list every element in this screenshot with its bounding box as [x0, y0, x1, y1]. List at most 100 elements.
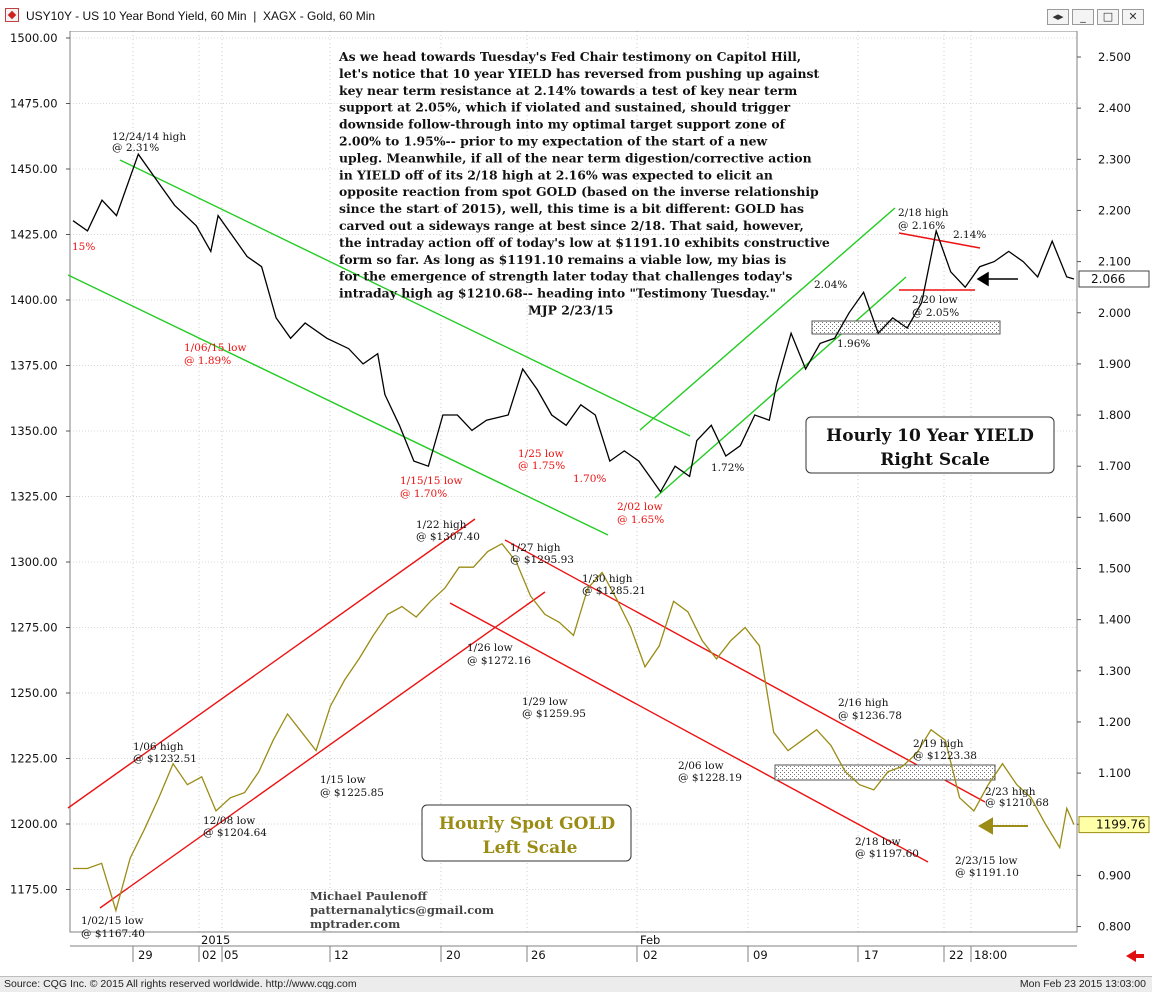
- right-tick-label: 1.500: [1098, 562, 1131, 576]
- right-tick-label: 2.200: [1098, 203, 1131, 217]
- annotation-label: 1/27 high: [510, 542, 561, 554]
- commentary-line: key near term resistance at 2.14% toward…: [339, 83, 797, 98]
- annotation-label: 2/18 low: [855, 836, 901, 848]
- right-tick-label: 1.600: [1098, 510, 1131, 524]
- x-tick-label: 17: [864, 948, 879, 962]
- red-trend-line: [449, 602, 929, 863]
- left-tick-label: 1325.00: [10, 490, 58, 504]
- x-tick-label: 22: [949, 948, 964, 962]
- chart-area[interactable]: 1500.00 1475.00 1450.00 1425.00 1400.00 1375.…: [0, 31, 1152, 976]
- left-tick-label: 1275.00: [10, 621, 58, 635]
- annotation-label: @ $1191.10: [955, 867, 1019, 879]
- minimize-button[interactable]: _: [1072, 9, 1094, 25]
- right-tick-label: 2.500: [1098, 50, 1131, 64]
- left-tick-label: 1475.00: [10, 97, 58, 111]
- left-tick-label: 1250.00: [10, 686, 58, 700]
- annotation-label: 1/30 high: [582, 573, 633, 585]
- scroll-right-arrow-icon[interactable]: [1124, 948, 1146, 964]
- red-trend-line: [67, 518, 476, 809]
- annotation-label: 2/19 high: [913, 738, 964, 750]
- commentary-line: form so far. As long as $1191.10 remains…: [339, 252, 786, 267]
- annotation-label: 15%: [72, 241, 95, 253]
- annotation-label: @ 1.75%: [518, 460, 565, 472]
- scroll-toggle-button[interactable]: ◂▸: [1047, 9, 1069, 25]
- left-tick-label: 1450.00: [10, 162, 58, 176]
- annotation-label: 1/06/15 low: [184, 342, 246, 354]
- commentary-line: since the start of 2015), well, this tim…: [339, 201, 804, 216]
- series-lines: [72, 152, 1075, 913]
- annotation-label: @ $1259.95: [522, 708, 586, 720]
- commentary-line: in YIELD off of its 2/18 high at 2.16% w…: [339, 167, 773, 182]
- right-tick-label: 2.300: [1098, 152, 1131, 166]
- green-trend-line: [639, 207, 896, 431]
- yield-legend-title: Hourly 10 Year YIELD: [826, 426, 1034, 446]
- annotation-label: @ 2.05%: [912, 307, 959, 319]
- left-tick-label: 1200.00: [10, 817, 58, 831]
- annotation-label: @ $1210.68: [985, 797, 1049, 809]
- window-titlebar: USY10Y - US 10 Year Bond Yield, 60 Min |…: [0, 0, 1152, 32]
- right-tick-label: 2.400: [1098, 101, 1131, 115]
- annotation-label: 12/24/14 high: [112, 131, 186, 143]
- annotation-label: 1/02/15 low: [81, 915, 143, 927]
- commentary-line: carved out a sideways range at best sinc…: [339, 218, 804, 233]
- annotation-label: 1/22 high: [416, 519, 467, 531]
- annotation-label: @ 2.31%: [112, 142, 159, 154]
- chart-annotations: 12/24/14 high@ 2.31% 15% 1/06/15 low@ 1.89…: [72, 49, 1055, 940]
- window-title: USY10Y - US 10 Year Bond Yield, 60 Min |…: [26, 9, 376, 23]
- annotation-label: 2/06 low: [678, 760, 724, 772]
- annotation-label: 1/15 low: [320, 774, 366, 786]
- annotation-label: @ 2.16%: [898, 220, 945, 232]
- axes: 1500.00 1475.00 1450.00 1425.00 1400.00 1375.…: [10, 31, 1150, 962]
- left-tick-label: 1425.00: [10, 228, 58, 242]
- window-controls: ◂▸ _ □ ✕: [1047, 9, 1144, 25]
- x-tick-label: 20: [446, 948, 461, 962]
- annotation-label: @ $1197.60: [855, 848, 919, 860]
- x-tick-label: 12: [334, 948, 349, 962]
- author-credit: patternanalytics@gmail.com: [310, 903, 494, 917]
- annotation-label: 2/23 high: [985, 786, 1036, 798]
- annotation-label: 2.14%: [953, 229, 986, 241]
- gold-legend-title: Hourly Spot GOLD: [439, 814, 616, 834]
- maximize-button[interactable]: □: [1097, 9, 1119, 25]
- gold-last-value-box: [1078, 816, 1150, 834]
- close-button[interactable]: ✕: [1122, 9, 1144, 25]
- left-tick-label: 1375.00: [10, 359, 58, 373]
- annotation-label: 1.96%: [837, 338, 870, 350]
- annotation-label: @ $1228.19: [678, 772, 742, 784]
- annotation-label: 1.72%: [711, 462, 744, 474]
- annotation-label: 2.04%: [814, 279, 847, 291]
- commentary-line: downside follow-through into my optimal …: [339, 117, 786, 132]
- trend-channels: [67, 159, 1001, 909]
- yield-last-value-box: [1078, 270, 1150, 288]
- annotation-label: @ 1.65%: [617, 514, 664, 526]
- x-period-label: Feb: [640, 933, 660, 947]
- commentary-line: 2.00% to 1.95%-- prior to my expectation…: [339, 134, 767, 149]
- left-tick-label: 1175.00: [10, 883, 58, 897]
- right-tick-label: 1.300: [1098, 664, 1131, 678]
- right-tick-label: 0.800: [1098, 920, 1131, 934]
- annotation-label: 12/08 low: [203, 815, 255, 827]
- annotation-label: 2/20 low: [912, 294, 958, 306]
- annotation-label: 1/29 low: [522, 696, 568, 708]
- annotation-label: @ $1167.40: [81, 928, 145, 940]
- green-trend-line: [67, 274, 609, 536]
- commentary-line: for the emergence of strength later toda…: [339, 269, 792, 284]
- annotation-label: @ $1232.51: [133, 753, 197, 765]
- x-tick-label: 09: [753, 948, 768, 962]
- right-tick-label: 1.100: [1098, 766, 1131, 780]
- annotation-label: 1/26 low: [467, 642, 513, 654]
- current-yield-arrow-icon: [976, 271, 1018, 287]
- yield-last-value: 2.066: [1091, 272, 1125, 286]
- annotation-label: @ $1223.38: [913, 750, 977, 762]
- commentary-line: MJP 2/23/15: [528, 303, 613, 318]
- commentary-line: support at 2.05%, which if violated and …: [339, 100, 791, 115]
- red-trend-line: [99, 591, 546, 909]
- right-tick-label: 1.400: [1098, 613, 1131, 627]
- commentary-line: intraday high ag $1210.68-- heading into…: [339, 286, 776, 301]
- author-credit: Michael Paulenoff: [310, 889, 428, 903]
- commentary-line: opposite reaction from spot GOLD (based …: [339, 184, 819, 199]
- gold-last-value: 1199.76: [1096, 818, 1146, 832]
- annotation-label: 2/23/15 low: [955, 855, 1017, 867]
- right-tick-label: 1.800: [1098, 408, 1131, 422]
- green-trend-line: [119, 159, 691, 437]
